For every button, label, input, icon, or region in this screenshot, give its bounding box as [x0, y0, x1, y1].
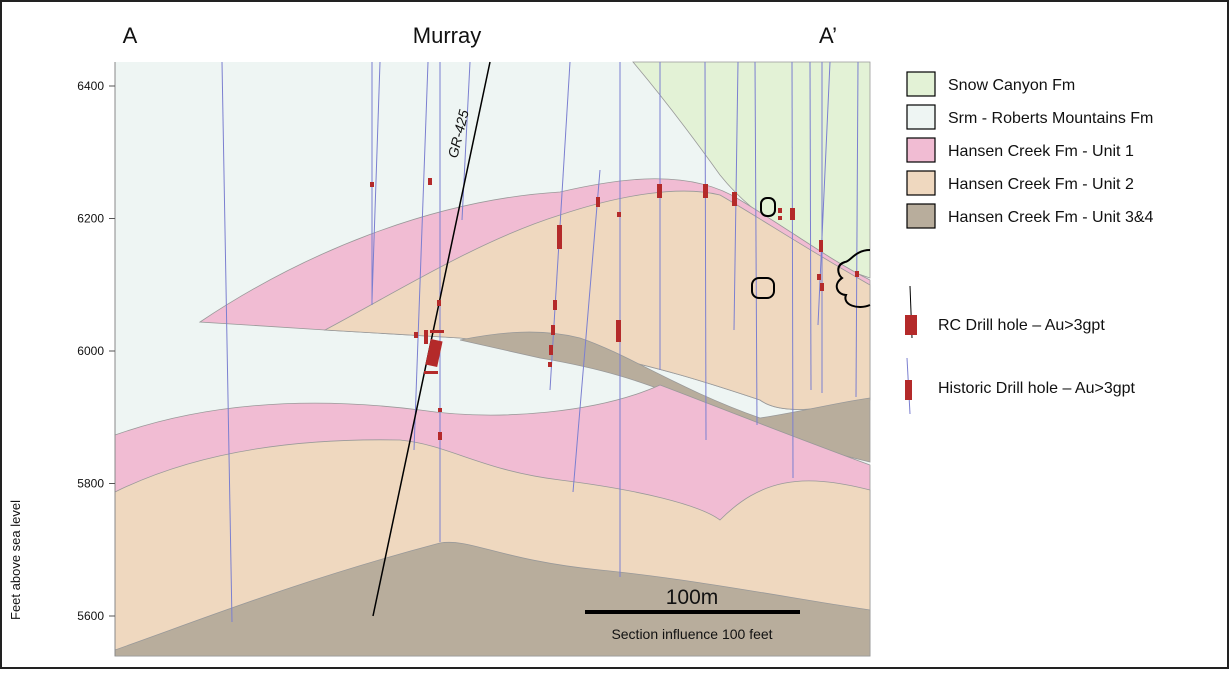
legend-label: RC Drill hole – Au>3gpt [938, 317, 1105, 334]
legend: Snow Canyon Fm Srm - Roberts Mountains Fm… [906, 71, 1154, 229]
end-label: A’ [819, 23, 837, 48]
rc-hole [372, 61, 491, 617]
tick-label: 6200 [77, 212, 104, 226]
legend-label: Snow Canyon Fm [948, 77, 1075, 94]
legend-label: Historic Drill hole – Au>3gpt [938, 380, 1136, 397]
tick-label: 6400 [77, 79, 104, 93]
tick-label: 5600 [77, 609, 104, 623]
geologic-unit [323, 190, 871, 410]
legend-label: Srm - Roberts Mountains Fm [948, 110, 1153, 127]
axis-label: Feet above sea level [8, 500, 23, 620]
end-label: A [123, 23, 138, 48]
geologic-unit [114, 541, 871, 657]
legend-swatch [906, 203, 936, 229]
legend-swatch [906, 170, 936, 196]
outlines [751, 197, 871, 308]
assay-marks [370, 178, 859, 440]
scale-label: 100m [666, 586, 719, 609]
scale-note: Section influence 100 feet [611, 626, 772, 642]
legend-historic-icon [905, 380, 912, 400]
legend-swatch [906, 104, 936, 130]
legend-label: Hansen Creek Fm - Unit 2 [948, 176, 1134, 193]
legend-label: Hansen Creek Fm - Unit 1 [948, 143, 1134, 160]
geology [114, 61, 871, 657]
y-ticks: 6400 6200 6000 5800 5600 [77, 79, 115, 623]
place-label: Murray [413, 23, 481, 48]
legend-rc-icon [905, 315, 917, 335]
legend-swatch [906, 71, 936, 97]
legend-label: Hansen Creek Fm - Unit 3&4 [948, 209, 1154, 226]
legend-swatch [906, 137, 936, 163]
tick-label: 5800 [77, 477, 104, 491]
tick-label: 6000 [77, 344, 104, 358]
